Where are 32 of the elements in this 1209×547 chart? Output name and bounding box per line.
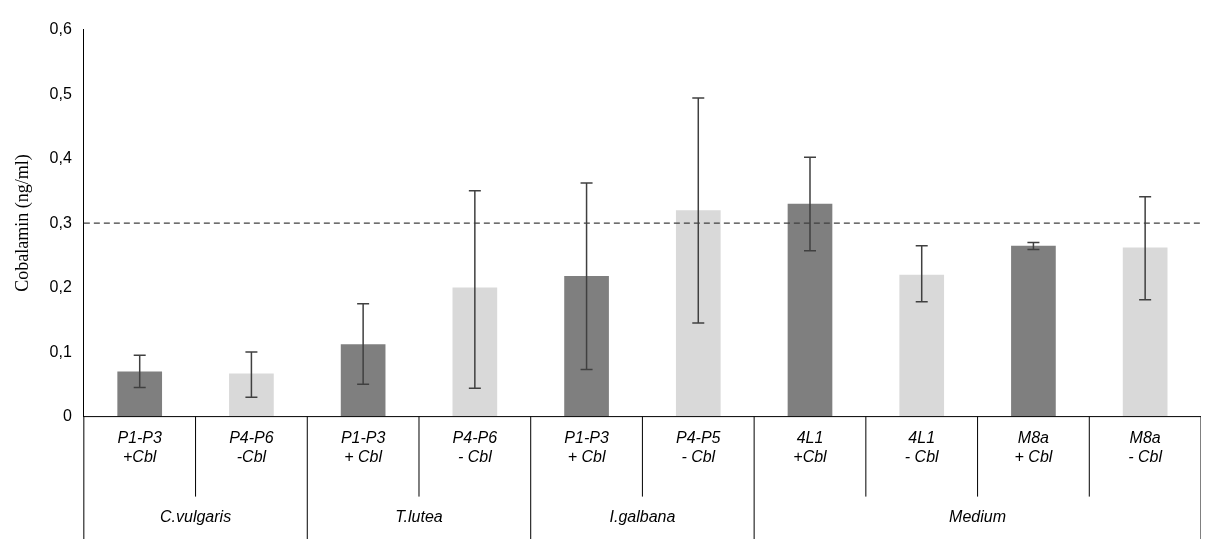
bar — [117, 371, 163, 417]
text: T.lutea — [395, 508, 443, 526]
bar — [229, 373, 274, 417]
y-tick-label: 0,6 — [49, 20, 72, 38]
y-tick-label: 0,1 — [49, 342, 72, 360]
x-tick-label: M8a - Cbl — [1128, 428, 1163, 465]
x-tick-label: P4-P6 - Cbl — [452, 428, 498, 465]
bar — [564, 275, 609, 417]
y-tick-label: 0,3 — [49, 213, 72, 231]
x-tick-label: 4L1 - Cbl — [904, 428, 940, 465]
bar — [675, 210, 721, 417]
text: C.vulgaris — [159, 508, 232, 526]
x-tick-label: P1-P3 + Cbl — [340, 428, 386, 465]
text: Medium — [949, 508, 1007, 526]
bar — [899, 274, 945, 417]
y-tick-label: 0 — [62, 407, 72, 425]
x-tick-label: P4-P6 -Cbl — [229, 428, 274, 465]
y-axis-title: Cobalamin (ng/ml) — [11, 154, 33, 292]
x-tick-label: 4L1 +Cbl — [793, 428, 828, 465]
bar — [1122, 247, 1168, 417]
text: I.galbana — [609, 508, 676, 526]
x-tick-label: P4-P5 - Cbl — [676, 428, 721, 465]
y-tick-label: 0,2 — [49, 278, 72, 296]
bar — [1011, 245, 1056, 417]
bar — [340, 344, 386, 417]
x-tick-label: M8a + Cbl — [1014, 428, 1053, 465]
y-tick-label: 0,4 — [49, 149, 72, 167]
bar — [452, 287, 498, 417]
x-tick-label: P1-P3 + Cbl — [564, 428, 609, 465]
x-tick-label: P1-P3 +Cbl — [117, 428, 163, 465]
bar — [787, 203, 833, 417]
y-tick-label: 0,5 — [49, 84, 72, 102]
